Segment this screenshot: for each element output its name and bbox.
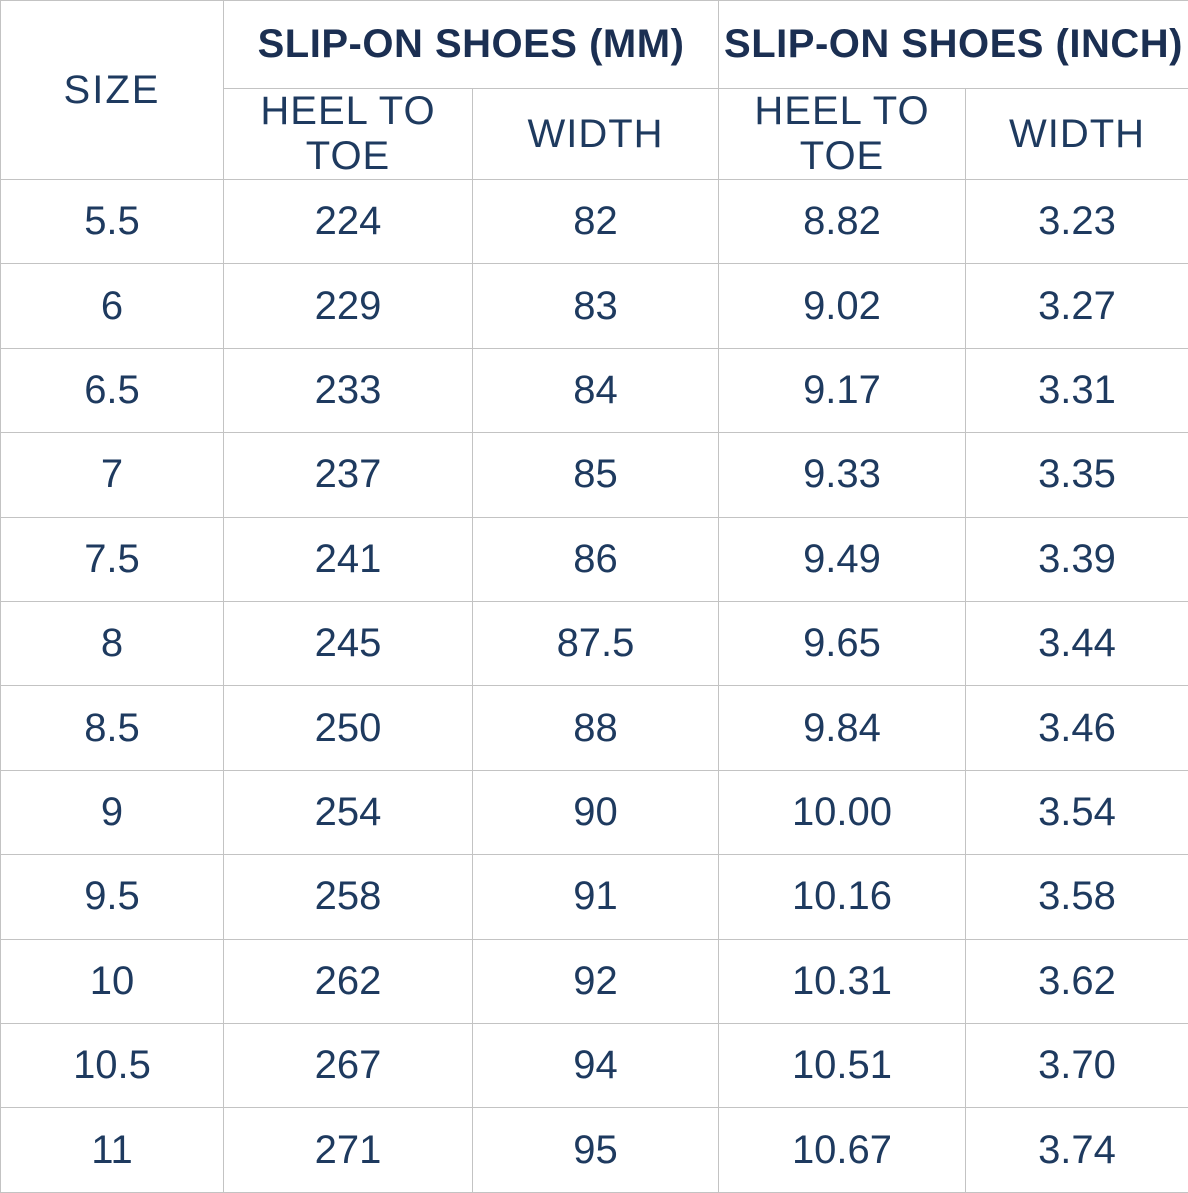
cell-mm-width: 92 [472,938,719,1025]
cell-inch-heel-to-toe: 9.17 [718,347,966,434]
cell-mm-width: 83 [472,263,719,349]
cell-mm-width: 82 [472,178,719,265]
cell-mm-width: 85 [472,432,719,518]
table-row: 6.5 233 84 9.17 3.31 [0,347,1188,434]
cell-inch-width: 3.74 [965,1107,1188,1193]
cell-size: 7 [0,432,224,518]
cell-size: 9 [0,769,224,856]
cell-inch-width: 3.54 [965,769,1188,856]
cell-size: 6.5 [0,347,224,434]
cell-size: 9.5 [0,854,224,940]
size-chart-body: 5.5 224 82 8.82 3.23 6 229 83 9.02 3.27 6.5 233 84 9.… [0,178,1188,1193]
cell-mm-heel-to-toe: 271 [223,1107,473,1193]
cell-inch-heel-to-toe: 9.33 [718,432,966,518]
cell-mm-heel-to-toe: 267 [223,1023,473,1109]
cell-inch-heel-to-toe: 9.02 [718,263,966,349]
cell-mm-heel-to-toe: 237 [223,432,473,518]
table-row: 7.5 241 86 9.49 3.39 [0,516,1188,603]
cell-size: 6 [0,263,224,349]
sub-header-row: HEEL TO TOE WIDTH HEEL TO TOE WIDTH [1,88,1188,180]
table-row: 9 254 90 10.00 3.54 [0,769,1188,856]
col-header-mm-heel-to-toe: HEEL TO TOE [223,88,473,180]
cell-inch-heel-to-toe: 9.84 [718,685,966,771]
cell-inch-heel-to-toe: 10.31 [718,938,966,1025]
cell-inch-heel-to-toe: 9.65 [718,601,966,687]
cell-inch-heel-to-toe: 10.00 [718,769,966,856]
group-header-mm: SLIP-ON SHOES (MM) [223,0,719,89]
table-row: 8 245 87.5 9.65 3.44 [0,601,1188,687]
table-row: 10 262 92 10.31 3.62 [0,938,1188,1025]
cell-inch-width: 3.35 [965,432,1188,518]
cell-mm-heel-to-toe: 229 [223,263,473,349]
group-header-row: SIZE SLIP-ON SHOES (MM) SLIP-ON SHOES (I… [0,0,1188,180]
cell-inch-width: 3.44 [965,601,1188,687]
cell-inch-heel-to-toe: 10.51 [718,1023,966,1109]
cell-size: 5.5 [0,178,224,265]
cell-inch-heel-to-toe: 8.82 [718,178,966,265]
col-header-inch-heel-to-toe: HEEL TO TOE [718,88,966,180]
cell-inch-width: 3.46 [965,685,1188,771]
cell-inch-heel-to-toe: 10.16 [718,854,966,940]
cell-mm-heel-to-toe: 224 [223,178,473,265]
cell-inch-width: 3.70 [965,1023,1188,1109]
table-row: 5.5 224 82 8.82 3.23 [0,178,1188,265]
cell-size: 10 [0,938,224,1025]
cell-mm-width: 94 [472,1023,719,1109]
table-row: 8.5 250 88 9.84 3.46 [0,685,1188,771]
cell-size: 10.5 [0,1023,224,1109]
cell-mm-heel-to-toe: 254 [223,769,473,856]
col-header-size: SIZE [0,0,224,180]
cell-mm-width: 90 [472,769,719,856]
table-row: 10.5 267 94 10.51 3.70 [0,1023,1188,1109]
col-header-inch-width: WIDTH [965,88,1188,180]
table-row: 9.5 258 91 10.16 3.58 [0,854,1188,940]
cell-size: 11 [0,1107,224,1193]
col-header-mm-width: WIDTH [472,88,719,180]
group-header-inch: SLIP-ON SHOES (INCH) [718,0,1188,89]
cell-inch-width: 3.62 [965,938,1188,1025]
cell-mm-width: 86 [472,516,719,603]
cell-mm-heel-to-toe: 245 [223,601,473,687]
cell-inch-width: 3.23 [965,178,1188,265]
table-row: 6 229 83 9.02 3.27 [0,263,1188,349]
cell-mm-heel-to-toe: 241 [223,516,473,603]
cell-inch-width: 3.58 [965,854,1188,940]
cell-inch-width: 3.31 [965,347,1188,434]
cell-size: 8 [0,601,224,687]
cell-size: 8.5 [0,685,224,771]
cell-mm-heel-to-toe: 233 [223,347,473,434]
cell-inch-heel-to-toe: 9.49 [718,516,966,603]
cell-mm-width: 87.5 [472,601,719,687]
size-chart-header: SIZE SLIP-ON SHOES (MM) SLIP-ON SHOES (I… [0,0,1188,180]
cell-mm-width: 91 [472,854,719,940]
cell-mm-heel-to-toe: 250 [223,685,473,771]
cell-mm-heel-to-toe: 262 [223,938,473,1025]
cell-inch-width: 3.27 [965,263,1188,349]
cell-mm-heel-to-toe: 258 [223,854,473,940]
cell-mm-width: 84 [472,347,719,434]
table-row: 11 271 95 10.67 3.74 [0,1107,1188,1193]
cell-mm-width: 88 [472,685,719,771]
table-row: 7 237 85 9.33 3.35 [0,432,1188,518]
cell-size: 7.5 [0,516,224,603]
cell-inch-width: 3.39 [965,516,1188,603]
cell-mm-width: 95 [472,1107,719,1193]
cell-inch-heel-to-toe: 10.67 [718,1107,966,1193]
